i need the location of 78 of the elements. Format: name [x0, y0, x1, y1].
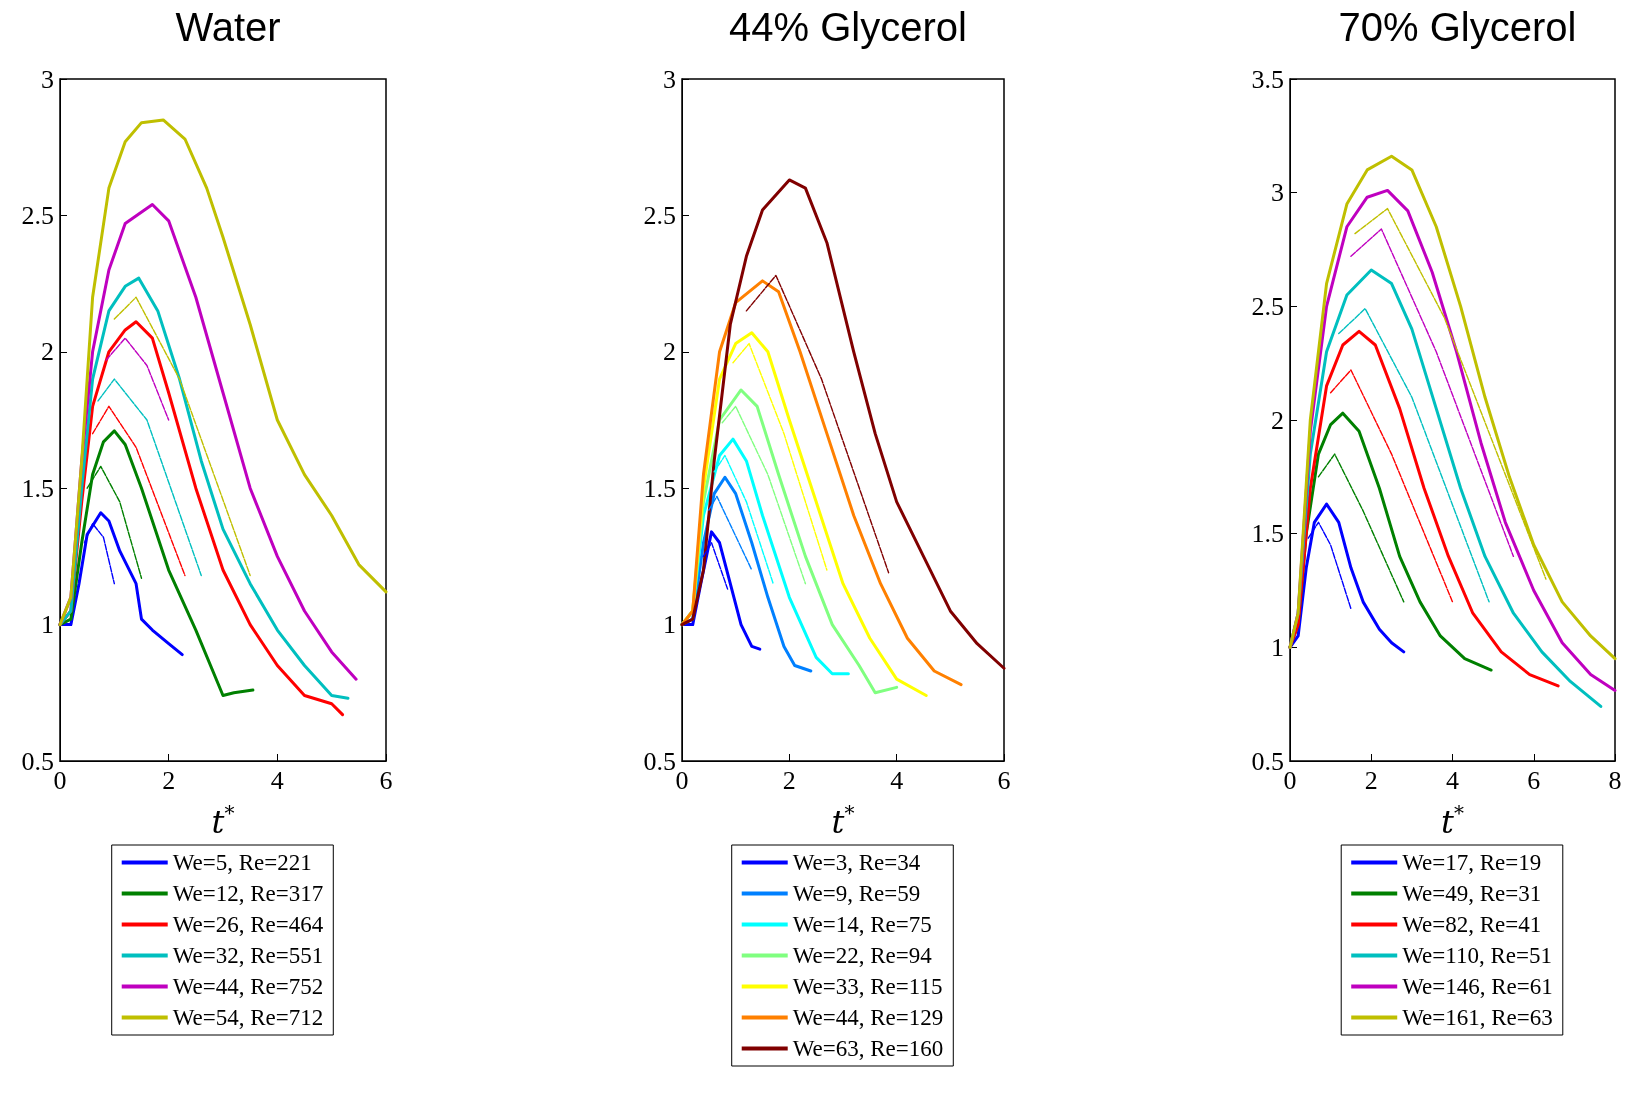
- line-series: [680, 178, 1006, 670]
- chart-title: Water: [175, 5, 281, 49]
- legend-label: We=17, Re=19: [1402, 850, 1542, 875]
- y-tick-label: 3.5: [1251, 64, 1284, 94]
- legend-label: We=110, Re=51: [1402, 943, 1552, 968]
- legend-label: We=54, Re=712: [172, 1005, 324, 1030]
- y-tick-label: 1: [663, 610, 676, 640]
- line-series: [97, 378, 202, 577]
- legend-label: We=161, Re=63: [1402, 1005, 1553, 1030]
- x-tick-label: 2: [1364, 765, 1378, 795]
- line-series: [680, 279, 963, 687]
- x-tick-label: 6: [379, 765, 393, 795]
- legend-label: We=14, Re=75: [792, 912, 932, 937]
- x-tick-label: 0: [1283, 765, 1297, 795]
- legend-label: We=82, Re=41: [1402, 912, 1542, 937]
- x-axis-title: t*: [1441, 801, 1464, 841]
- y-tick-label: 2: [663, 337, 676, 367]
- x-tick-label: 8: [1608, 765, 1622, 795]
- y-tick-label: 1.5: [643, 473, 676, 503]
- x-tick-label: 0: [675, 765, 689, 795]
- line-series: [113, 296, 251, 577]
- line-series: [1288, 329, 1560, 688]
- y-tick-label: 2.5: [643, 200, 676, 230]
- y-tick-label: 1.5: [1251, 519, 1284, 549]
- y-tick-label: 2: [1271, 405, 1284, 435]
- y-tick-label: 1: [1271, 632, 1284, 662]
- x-tick-label: 2: [782, 765, 796, 795]
- y-tick-label: 2.5: [1251, 291, 1284, 321]
- legend-label: We=26, Re=464: [172, 912, 324, 937]
- x-tick-label: 0: [53, 765, 67, 795]
- line-series: [1317, 453, 1405, 603]
- line-series: [58, 429, 255, 698]
- line-series: [1307, 521, 1352, 610]
- y-tick-label: 2: [41, 337, 54, 367]
- line-series: [732, 342, 828, 571]
- line-series: [1329, 369, 1454, 603]
- line-series: [86, 465, 143, 579]
- line-series: [745, 274, 890, 574]
- x-axis-title: t*: [211, 801, 235, 841]
- line-series: [713, 454, 774, 585]
- y-tick-label: 3: [41, 64, 54, 94]
- x-tick-label: 6: [1527, 765, 1541, 795]
- y-tick-label: 1.5: [21, 473, 54, 503]
- legend-label: We=9, Re=59: [792, 881, 921, 906]
- legend-label: We=44, Re=752: [172, 974, 324, 999]
- legend-label: We=146, Re=61: [1402, 974, 1553, 999]
- x-tick-label: 6: [997, 765, 1011, 795]
- legend-label: We=49, Re=31: [1402, 881, 1542, 906]
- x-tick-label: 4: [270, 765, 284, 795]
- x-tick-label: 4: [1446, 765, 1459, 795]
- legend-label: We=5, Re=221: [172, 850, 312, 875]
- y-tick-label: 1: [41, 610, 54, 640]
- x-axis-title: t*: [831, 801, 855, 841]
- x-tick-label: 4: [890, 765, 904, 795]
- x-tick-label: 2: [162, 765, 176, 795]
- chart-title: 70% Glycerol: [1338, 5, 1577, 49]
- line-series: [1354, 207, 1547, 580]
- line-series: [58, 118, 388, 627]
- legend-label: We=63, Re=160: [792, 1036, 944, 1061]
- line-series: [91, 405, 186, 577]
- legend-label: We=33, Re=115: [792, 974, 943, 999]
- y-tick-label: 3: [663, 64, 676, 94]
- y-tick-label: 0.5: [643, 746, 676, 776]
- chart-title: 44% Glycerol: [729, 5, 967, 49]
- line-series: [1350, 228, 1515, 558]
- line-series: [1338, 307, 1490, 603]
- y-tick-label: 3: [1271, 178, 1284, 208]
- line-series: [721, 405, 807, 585]
- line-series: [83, 522, 116, 585]
- y-tick-label: 0.5: [1251, 746, 1284, 776]
- legend-label: We=22, Re=94: [792, 943, 933, 968]
- y-tick-label: 2.5: [21, 200, 54, 230]
- legend-label: We=44, Re=129: [792, 1005, 944, 1030]
- legend-label: We=3, Re=34: [792, 850, 921, 875]
- y-tick-label: 0.5: [21, 746, 54, 776]
- legend-label: We=32, Re=551: [172, 943, 324, 968]
- line-series: [105, 337, 170, 421]
- legend-label: We=12, Re=317: [172, 881, 324, 906]
